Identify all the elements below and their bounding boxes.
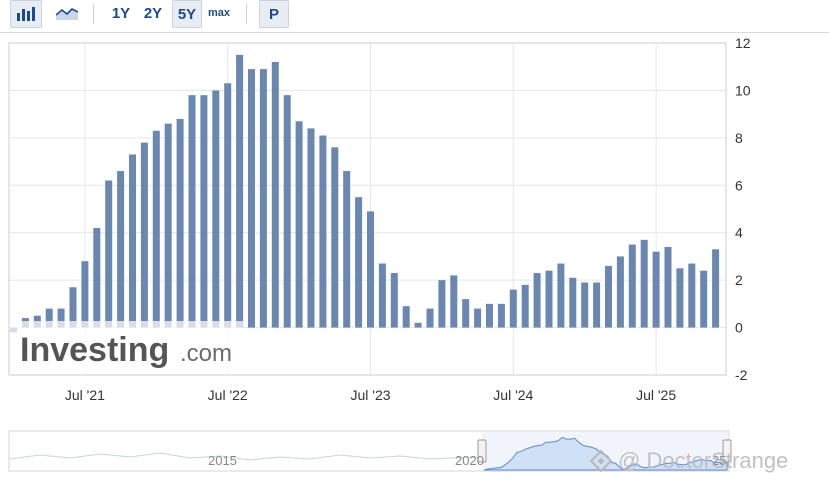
bar[interactable] <box>295 121 303 328</box>
bar[interactable] <box>200 95 208 328</box>
x-tick-label: Jul '22 <box>208 387 248 403</box>
y-tick-label: 4 <box>735 225 743 241</box>
inflation-bar-chart: -2 0 2 4 6 8 10 12 Jul '21 Jul '22 Jul '23 Jul '24… <box>8 35 788 473</box>
range-5y-button[interactable]: 5Y <box>172 0 202 28</box>
bar[interactable] <box>140 142 148 328</box>
bar[interactable] <box>712 249 720 328</box>
navigator-label-2015: 2015 <box>208 453 237 468</box>
area-chart-icon <box>56 8 78 20</box>
bar[interactable] <box>343 171 351 328</box>
y-tick-label: 12 <box>735 35 751 51</box>
bar[interactable] <box>569 277 577 328</box>
credit-watermark: @ DoctorStrange <box>589 448 788 473</box>
bar[interactable] <box>259 69 267 328</box>
bar[interactable] <box>212 90 220 328</box>
bar[interactable] <box>557 263 565 328</box>
bar[interactable] <box>581 282 589 328</box>
bar[interactable] <box>319 135 327 328</box>
bar[interactable] <box>676 268 684 328</box>
chart-toolbar: 1Y 2Y 5Y max P <box>0 0 829 33</box>
bar[interactable] <box>81 261 89 328</box>
bar[interactable] <box>57 308 65 328</box>
watermark-logo-icon <box>589 449 613 473</box>
toolbar-divider <box>246 4 247 24</box>
bar[interactable] <box>545 270 553 328</box>
bar[interactable] <box>176 118 184 328</box>
bar[interactable] <box>283 95 291 328</box>
bar[interactable] <box>533 273 541 328</box>
navigator-label-end: 25 <box>712 453 726 468</box>
bar[interactable] <box>414 322 422 328</box>
bar[interactable] <box>271 61 279 328</box>
bar[interactable] <box>331 147 339 328</box>
x-tick-label: Jul '23 <box>350 387 390 403</box>
watermark-suffix: .com <box>180 340 232 367</box>
bar[interactable] <box>236 54 244 328</box>
bar[interactable] <box>402 306 410 328</box>
bar[interactable] <box>616 256 624 328</box>
bar[interactable] <box>628 244 636 328</box>
navigator-label-2020: 2020 <box>455 453 484 468</box>
x-tick-label: Jul '24 <box>493 387 533 403</box>
bar[interactable] <box>474 308 482 328</box>
x-tick-label: Jul '21 <box>65 387 105 403</box>
range-max-button[interactable]: max <box>207 7 231 19</box>
bar[interactable] <box>93 227 101 328</box>
range-1y-button[interactable]: 1Y <box>111 4 131 22</box>
bar-chart-icon <box>17 7 35 21</box>
area-chart-icon[interactable] <box>52 0 82 26</box>
bar[interactable] <box>438 280 446 328</box>
bar-chart-icon[interactable] <box>10 0 42 28</box>
navigator-history-line <box>9 452 484 461</box>
bar[interactable] <box>486 303 493 328</box>
watermark-brand: Investing <box>20 331 169 369</box>
range-2y-button[interactable]: 2Y <box>143 4 163 22</box>
y-tick-label: 0 <box>735 320 743 336</box>
bar[interactable] <box>652 251 660 328</box>
bar[interactable] <box>307 128 315 328</box>
bar[interactable] <box>188 95 196 328</box>
bar[interactable] <box>521 284 529 328</box>
bar[interactable] <box>664 246 672 328</box>
bar[interactable] <box>248 69 255 328</box>
bar[interactable] <box>450 275 458 328</box>
bar[interactable] <box>378 263 386 328</box>
bar[interactable] <box>164 123 172 328</box>
chart-area: -2 0 2 4 6 8 10 12 Jul '21 Jul '22 Jul '23 Jul '24… <box>0 33 829 486</box>
bar[interactable] <box>45 308 53 328</box>
bar[interactable] <box>117 171 125 328</box>
y-tick-label: 2 <box>735 272 743 288</box>
bar[interactable] <box>105 180 113 328</box>
x-tick-label: Jul '25 <box>636 387 676 403</box>
bar[interactable] <box>367 211 374 328</box>
watermark-backdrop <box>10 321 243 373</box>
bar[interactable] <box>640 239 648 328</box>
bar[interactable] <box>700 270 708 328</box>
bar[interactable] <box>426 308 434 328</box>
bar[interactable] <box>509 289 517 328</box>
y-tick-label: 6 <box>735 177 743 193</box>
bar[interactable] <box>129 154 136 328</box>
investing-watermark: Investing .com <box>10 321 243 373</box>
bar[interactable] <box>605 265 612 328</box>
bar[interactable] <box>390 273 398 328</box>
navigator-right-handle[interactable] <box>722 439 732 463</box>
y-tick-label: -2 <box>735 367 748 383</box>
navigator[interactable]: 2015 2020 25 <box>8 430 732 472</box>
p-button[interactable]: P <box>259 0 289 28</box>
bar[interactable] <box>152 130 160 328</box>
bar[interactable] <box>462 299 470 328</box>
bar[interactable] <box>69 287 77 328</box>
bar[interactable] <box>355 197 363 328</box>
navigator-left-handle[interactable] <box>477 439 487 463</box>
bar[interactable] <box>497 303 505 328</box>
bar[interactable] <box>688 263 696 328</box>
toolbar-divider <box>93 4 94 24</box>
credit-text: @ DoctorStrange <box>618 448 788 473</box>
bar[interactable] <box>593 282 601 328</box>
y-tick-label: 8 <box>735 130 743 146</box>
bar[interactable] <box>224 83 232 328</box>
y-tick-label: 10 <box>735 82 751 98</box>
